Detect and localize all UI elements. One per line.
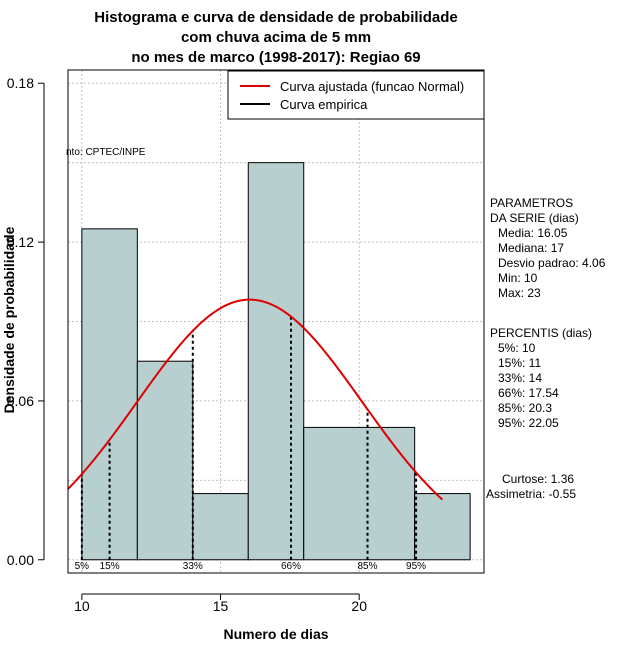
percentis-line: 5%: 10 <box>498 341 536 355</box>
parametros-line: PARAMETROS <box>490 196 573 210</box>
percentis-line: 15%: 11 <box>498 356 541 370</box>
percentile-label: 66% <box>281 561 301 572</box>
assimetria-value: Assimetria: -0.55 <box>486 487 576 501</box>
source-note: nto: CPTEC/INPE <box>66 147 146 158</box>
legend-label-empirica: Curva empirica <box>280 97 368 112</box>
histogram-bar <box>136 360 194 561</box>
histogram-bars <box>81 162 471 561</box>
percentile-lines <box>80 316 418 560</box>
legend-label-normal: Curva ajustada (funcao Normal) <box>280 79 464 94</box>
percentile-label: 33% <box>183 561 203 572</box>
histogram-bar <box>247 162 305 561</box>
parametros-line: Media: 16.05 <box>498 226 568 240</box>
percentis-line: 66%: 17.54 <box>498 386 559 400</box>
y-tick-label: 0.06 <box>7 393 34 409</box>
legend: Curva ajustada (funcao Normal) Curva emp… <box>227 70 485 120</box>
normal-curve-layer <box>67 298 444 501</box>
percentile-label: 95% <box>406 561 426 572</box>
parametros-line: DA SERIE (dias) <box>490 211 579 225</box>
title-line: no mes de marco (1998-2017): Regiao 69 <box>131 49 420 66</box>
title-line: Histograma e curva de densidade de proba… <box>94 9 457 26</box>
axes: 10 15 20 0.00 0.06 0.12 0.18 Numero de dias Dens… <box>1 75 367 642</box>
parametros-line: Mediana: 17 <box>498 241 564 255</box>
percentis-line: PERCENTIS (dias) <box>490 326 592 340</box>
chart-title: Histograma e curva de densidade de proba… <box>94 9 457 66</box>
x-tick-label: 20 <box>351 598 367 614</box>
histogram-bar <box>303 426 416 561</box>
percentis-line: 95%: 22.05 <box>498 416 559 430</box>
histogram-bar <box>414 493 471 561</box>
histogram-bar <box>192 493 249 561</box>
y-tick-label: 0.18 <box>7 75 34 91</box>
percentis-line: 33%: 14 <box>498 371 542 385</box>
title-line: com chuva acima de 5 mm <box>181 29 371 46</box>
parametros-line: Min: 10 <box>498 271 538 285</box>
x-tick-label: 15 <box>213 598 229 614</box>
percentile-label: 85% <box>358 561 378 572</box>
x-axis-title: Numero de dias <box>223 626 328 642</box>
parametros-line: Desvio padrao: 4.06 <box>498 256 606 270</box>
legend-box <box>227 70 485 120</box>
parametros-line: Max: 23 <box>498 286 541 300</box>
percentile-labels: 5% 15% 33% 66% 85% 95% <box>75 561 427 572</box>
percentile-label: 15% <box>100 561 120 572</box>
percentile-label: 5% <box>75 561 90 572</box>
y-tick-label: 0.12 <box>7 234 34 250</box>
y-axis-title: Densidade de probabilidade <box>1 226 17 413</box>
x-tick-label: 10 <box>74 598 90 614</box>
plot-border <box>67 69 485 574</box>
y-tick-label: 0.00 <box>7 552 34 568</box>
normal-curve <box>67 298 444 501</box>
curtose-value: Curtose: 1.36 <box>502 472 574 486</box>
percentis-line: 85%: 20.3 <box>498 401 552 415</box>
